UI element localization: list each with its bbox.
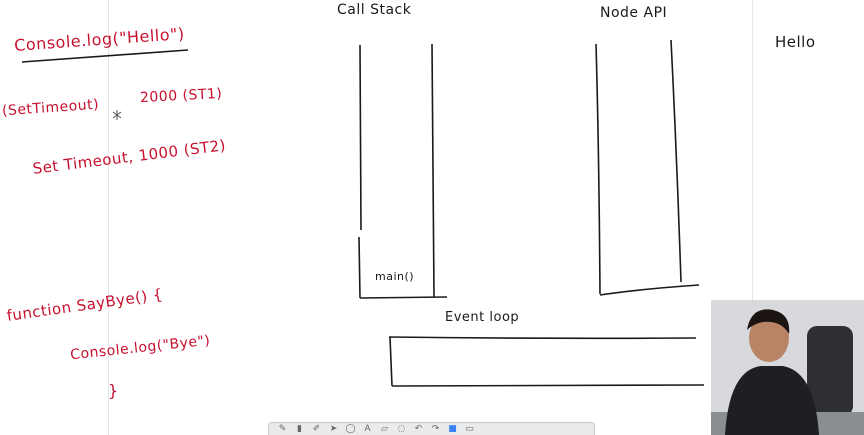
page-left-edge — [108, 0, 109, 435]
event-loop-bottom — [391, 384, 705, 387]
call-stack-base — [359, 296, 448, 299]
settings-icon[interactable]: ▭ — [465, 423, 474, 434]
event-loop-left — [389, 336, 393, 387]
event-loop-label: Event loop — [445, 310, 520, 325]
presenter-image — [711, 300, 864, 435]
presenter-hair — [747, 309, 790, 334]
lasso-icon[interactable]: ◌ — [397, 423, 406, 434]
color-icon[interactable]: ■ — [448, 423, 457, 434]
webcam-video — [711, 300, 864, 435]
eraser-icon[interactable]: ▱ — [381, 423, 388, 434]
output-hello: Hello — [775, 33, 816, 51]
main-frame-label: main() — [375, 270, 415, 283]
event-loop-top — [388, 336, 697, 340]
node-api-base — [599, 284, 700, 296]
page-right-edge — [752, 0, 753, 435]
arrow-icon[interactable]: ➤ — [329, 423, 338, 434]
underline-stroke — [21, 49, 189, 63]
presenter-head — [749, 314, 789, 362]
node-api-right-wall — [670, 39, 682, 283]
pen-icon[interactable]: ✎ — [278, 423, 287, 434]
text-icon[interactable]: A — [364, 423, 371, 434]
marker-icon[interactable]: ✐ — [312, 423, 321, 434]
note-function-close: } — [108, 381, 119, 400]
office-chair-back — [807, 326, 853, 416]
node-api-label: Node API — [600, 5, 668, 21]
call-stack-right-wall — [431, 43, 435, 298]
presenter-torso — [725, 366, 819, 435]
redo-icon[interactable]: ↷ — [431, 423, 440, 434]
call-stack-left-wall — [358, 44, 362, 299]
annotation-toolbar: ✎ ▮ ✐ ➤ ◯ A ▱ ◌ ↶ ↷ ■ ▭ — [268, 422, 595, 435]
shape-icon[interactable]: ◯ — [345, 423, 356, 434]
highlighter-icon[interactable]: ▮ — [297, 423, 302, 434]
node-api-left-wall — [595, 43, 601, 295]
asterisk-mark — [112, 110, 122, 120]
call-stack-label: Call Stack — [337, 2, 412, 18]
undo-icon[interactable]: ↶ — [414, 423, 423, 434]
